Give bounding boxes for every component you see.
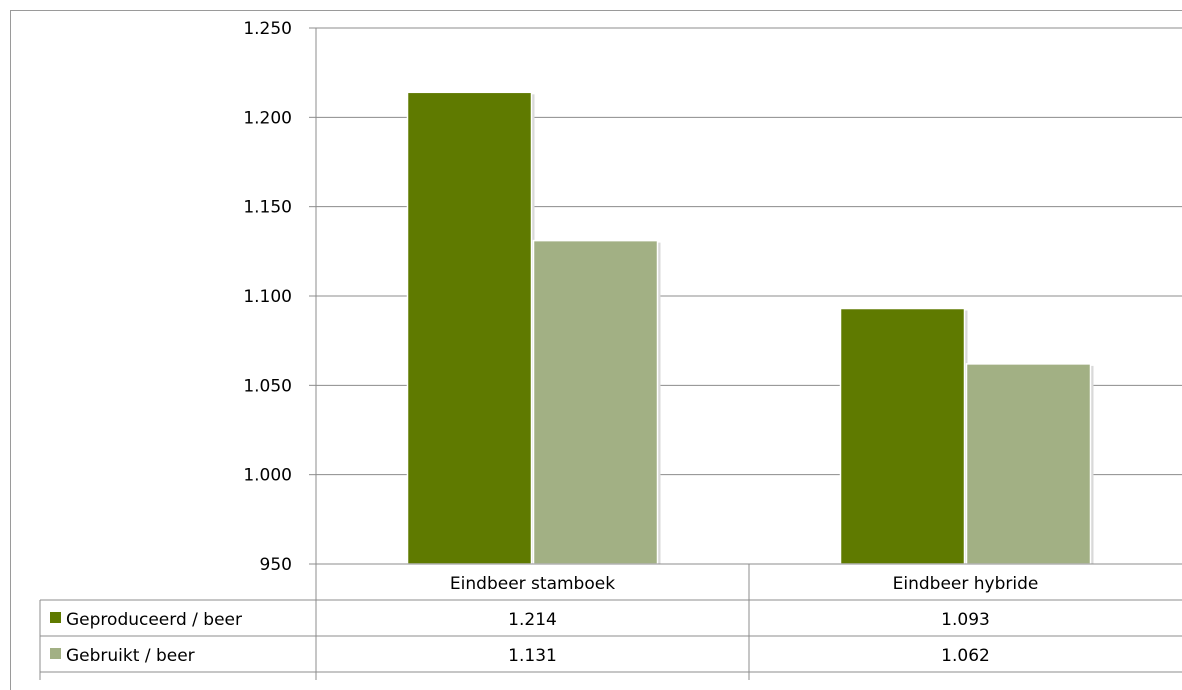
x-category-label: Eindbeer stamboek xyxy=(450,574,615,594)
y-tick-label: 1.100 xyxy=(243,287,292,307)
data-table-value: 1.131 xyxy=(508,646,557,666)
y-tick-label: 1.250 xyxy=(243,19,292,39)
bar xyxy=(406,91,533,565)
y-tick-label: 1.050 xyxy=(243,376,292,396)
data-table-value: 1.093 xyxy=(941,610,990,630)
y-tick-label: 1.200 xyxy=(243,108,292,128)
legend-series-name: Geproduceerd / beer xyxy=(66,610,242,630)
data-table-value: 1.214 xyxy=(508,610,557,630)
legend-series-name: Gebruikt / beer xyxy=(66,646,195,666)
chart-area xyxy=(10,10,1182,690)
bar xyxy=(839,307,966,565)
legend-swatch xyxy=(50,612,61,623)
bar xyxy=(965,363,1092,565)
x-category-label: Eindbeer hybride xyxy=(893,574,1039,594)
y-tick-label: 1.000 xyxy=(243,466,292,486)
legend-swatch xyxy=(50,648,61,659)
y-tick-label: 1.150 xyxy=(243,198,292,218)
bar xyxy=(532,239,659,565)
data-table-value: 1.062 xyxy=(941,646,990,666)
y-tick-label: 950 xyxy=(260,555,292,575)
